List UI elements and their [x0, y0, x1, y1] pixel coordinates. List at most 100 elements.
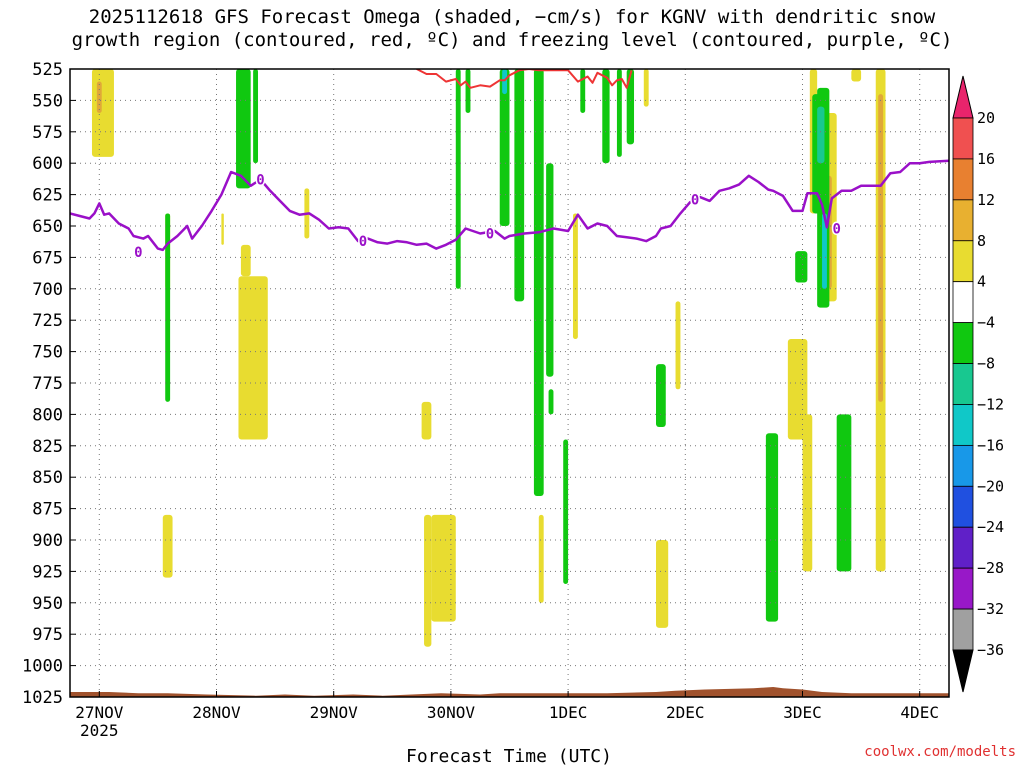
colorbar-label-11: −28 [977, 559, 1004, 577]
omega-region-44 [836, 414, 852, 572]
chart-title-line-1: 2025112618 GFS Forecast Omega (shaded, −… [88, 6, 936, 28]
y-tick-label-675: 675 [32, 248, 63, 268]
y-tick-label-975: 975 [32, 625, 63, 645]
colorbar-label-13: −36 [977, 641, 1004, 659]
omega-region-31 [533, 69, 544, 497]
x-tick-sublabel-27NOV: 2025 [80, 721, 119, 740]
colorbar-label-7: −12 [977, 395, 1004, 413]
omega-region-30 [514, 69, 525, 302]
y-tick-label-625: 625 [32, 186, 63, 206]
freezing-level-label-1: 0 [256, 172, 264, 188]
omega-region-33 [548, 389, 554, 415]
y-tick-label-700: 700 [32, 280, 63, 300]
y-tick-label-900: 900 [32, 531, 63, 551]
colorbar-top-triangle [952, 75, 974, 119]
credit-link[interactable]: coolwx.com/modelts [864, 744, 1016, 760]
terrain [70, 687, 949, 697]
colorbar-bin-3 [952, 240, 974, 283]
omega-region-40 [765, 433, 779, 622]
colorbar-label-0: 20 [977, 109, 995, 127]
colorbar: 20 16 12 8 4 −4 −8 −12 −16 −20 −24 −28 −32 −36 [952, 75, 1004, 693]
colorbar-bin-2 [952, 199, 974, 242]
colorbar-label-10: −24 [977, 518, 1004, 536]
y-tick-label-850: 850 [32, 468, 63, 488]
colorbar-label-9: −20 [977, 477, 1004, 495]
omega-region-14 [656, 540, 669, 628]
chart-title: 2025112618 GFS Forecast Omega (shaded, −… [0, 6, 1024, 52]
x-tick-label-30NOV: 30NOV [427, 703, 476, 722]
x-tick-label-1DEC: 1DEC [549, 703, 588, 722]
x-tick-label-27NOV: 27NOV [75, 703, 124, 722]
y-tick-label-825: 825 [32, 437, 63, 457]
y-tick-label-725: 725 [32, 311, 63, 331]
omega-region-15 [675, 301, 681, 390]
omega-region-32 [546, 163, 554, 377]
colorbar-label-5: −4 [977, 314, 995, 332]
omega-region-24 [236, 69, 251, 189]
chart-title-line-2: growth region (contoured, red, ºC) and f… [71, 29, 953, 51]
omega-region-13 [643, 69, 649, 107]
colorbar-bin-4 [952, 281, 974, 324]
omega-region-6 [162, 514, 173, 578]
omega-region-17 [802, 414, 813, 572]
y-tick-label-800: 800 [32, 405, 63, 425]
freezing-level-label-0: 0 [134, 245, 142, 261]
colorbar-label-3: 8 [977, 232, 986, 250]
colorbar-bin-10 [952, 526, 974, 569]
y-tick-label-1000: 1000 [22, 657, 63, 677]
x-tick-label-28NOV: 28NOV [192, 703, 241, 722]
colorbar-label-2: 12 [977, 191, 995, 209]
colorbar-bin-0 [952, 117, 974, 160]
y-tick-label-750: 750 [32, 343, 63, 363]
y-tick-label-650: 650 [32, 217, 63, 237]
colorbar-bin-5 [952, 322, 974, 364]
y-tick-label-600: 600 [32, 154, 63, 174]
omega-region-1 [96, 81, 102, 113]
freezing-level-label-5: 0 [832, 221, 840, 237]
x-tick-label-29NOV: 29NOV [310, 703, 359, 722]
omega-region-38 [626, 69, 635, 145]
omega-shading [91, 69, 886, 647]
contours: 0 0 0 0 0 0 [70, 69, 949, 263]
colorbar-bin-7 [952, 404, 974, 446]
omega-region-29 [499, 69, 510, 226]
colorbar-bin-9 [952, 485, 974, 528]
omega-region-12 [572, 213, 578, 340]
omega-region-11 [538, 514, 544, 603]
omega-region-9 [424, 514, 432, 647]
omega-region-35 [580, 69, 586, 113]
x-axis-label: Forecast Time (UTC) [406, 746, 612, 767]
omega-region-7 [421, 401, 432, 440]
y-axis: 525 550 575 600 625 650 675 700 725 750 775 800 825 8… [22, 60, 76, 708]
y-tick-label-950: 950 [32, 594, 63, 614]
y-tick-label-775: 775 [32, 374, 63, 394]
colorbar-bottom-triangle [952, 649, 974, 693]
omega-region-47 [502, 69, 508, 95]
dgz-contour-line [416, 69, 633, 89]
colorbar-label-12: −32 [977, 600, 1004, 618]
colorbar-label-6: −8 [977, 355, 995, 373]
omega-region-45 [817, 106, 825, 164]
freezing-level-line [70, 159, 949, 252]
colorbar-label-1: 16 [977, 150, 995, 168]
freezing-level-label-3: 0 [486, 226, 494, 242]
colorbar-bin-11 [952, 567, 974, 610]
colorbar-label-8: −16 [977, 436, 1004, 454]
omega-region-39 [656, 364, 666, 427]
colorbar-bin-8 [952, 444, 974, 487]
x-tick-label-3DEC: 3DEC [783, 703, 822, 722]
x-tick-label-2DEC: 2DEC [666, 703, 705, 722]
y-tick-label-925: 925 [32, 562, 63, 582]
omega-region-34 [563, 439, 569, 584]
omega-region-5 [240, 244, 251, 277]
colorbar-bin-6 [952, 363, 974, 405]
y-tick-label-875: 875 [32, 500, 63, 520]
freezing-level-label-2: 0 [359, 234, 367, 250]
omega-region-4 [238, 276, 268, 440]
freezing-level-label-4: 0 [691, 192, 699, 208]
terrain-fill [70, 687, 949, 697]
omega-region-3 [221, 213, 224, 245]
colorbar-bin-1 [952, 158, 974, 201]
omega-region-37 [616, 69, 622, 157]
